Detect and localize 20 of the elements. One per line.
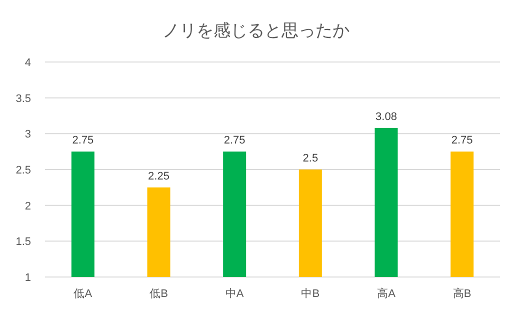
data-label: 2.25 [148,170,170,182]
y-tick-label: 1.5 [16,236,31,248]
y-tick-label: 3.5 [16,92,31,105]
y-tick-label: 4 [24,57,31,69]
data-label: 2.75 [72,134,94,147]
y-tick-label: 1 [24,272,31,284]
y-tick-label: 2 [24,200,31,212]
y-tick-label: 2.5 [16,164,31,176]
x-tick-label: 高A [377,287,396,300]
y-tick-label: 3 [24,128,31,141]
data-label: 2.75 [451,134,473,147]
x-tick-label: 中A [225,287,244,300]
data-label: 2.5 [302,152,318,164]
data-label: 2.75 [224,134,246,147]
x-tick-label: 低A [74,288,93,300]
chart-title: ノリを感じると思ったか [162,21,350,40]
x-tick-label: 低B [150,288,168,300]
x-tick-label: 高B [452,287,472,300]
x-tick-label: 中B [301,287,320,300]
data-label: 3.08 [376,110,397,123]
